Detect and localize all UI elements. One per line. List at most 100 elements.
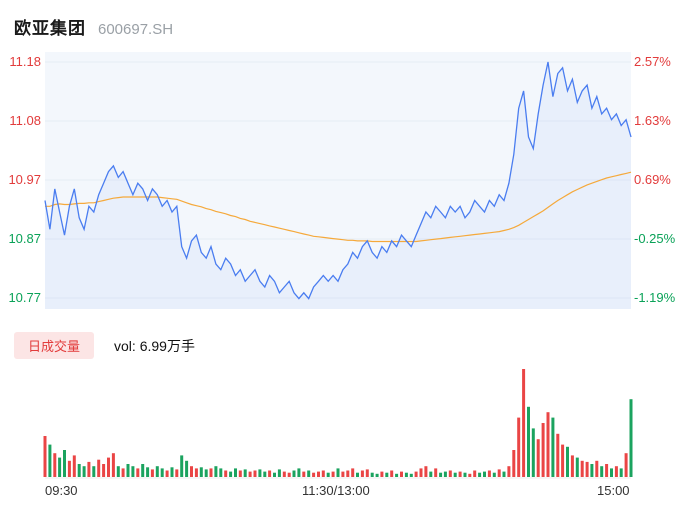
volume-bar xyxy=(551,417,555,477)
stock-name: 欧亚集团 xyxy=(14,19,86,38)
volume-bar xyxy=(209,468,213,477)
volume-bar xyxy=(375,473,379,477)
volume-bar xyxy=(253,470,257,477)
price-axis-label: 11.18 xyxy=(9,54,41,69)
volume-bar xyxy=(624,453,628,477)
volume-bar xyxy=(619,468,623,477)
volume-bar xyxy=(351,468,355,477)
volume-bar xyxy=(458,471,462,477)
avg-price-line xyxy=(45,171,632,243)
volume-bar xyxy=(531,428,535,477)
volume-bar xyxy=(175,469,179,477)
volume-bar xyxy=(67,460,71,477)
volume-bar xyxy=(341,471,345,477)
volume-bar xyxy=(527,406,530,477)
volume-bar xyxy=(180,455,184,477)
pct-axis-label: -1.19% xyxy=(634,290,676,305)
volume-bar xyxy=(610,468,613,477)
volume-bar xyxy=(448,470,452,477)
volume-bar xyxy=(336,468,340,477)
volume-bar xyxy=(326,472,330,477)
volume-bar xyxy=(512,450,516,477)
volume-bar xyxy=(385,472,389,477)
volume-bar xyxy=(238,470,242,477)
volume-bar xyxy=(170,467,174,477)
volume-bar xyxy=(302,471,306,477)
volume-bar xyxy=(53,453,57,477)
price-line xyxy=(44,61,632,300)
volume-bar xyxy=(600,466,604,477)
volume-bar xyxy=(282,471,286,477)
pct-axis-label: 2.57% xyxy=(634,54,671,69)
volume-bar xyxy=(380,471,384,477)
time-axis-label: 11:30/13:00 xyxy=(302,483,370,498)
volume-bar xyxy=(116,466,120,477)
header: 欧亚集团 600697.SH xyxy=(14,14,173,39)
volume-bar xyxy=(502,471,506,477)
stock-code: 600697.SH xyxy=(98,21,174,38)
volume-bar xyxy=(165,470,169,477)
volume-bar xyxy=(566,446,569,477)
volume-bar xyxy=(365,469,369,477)
volume-bar xyxy=(307,470,311,477)
time-axis-label: 15:00 xyxy=(597,483,630,498)
volume-bar xyxy=(87,461,91,477)
volume-bar xyxy=(561,444,565,477)
volume-bar xyxy=(463,472,467,477)
volume-bar xyxy=(77,464,81,477)
volume-bar xyxy=(243,469,247,477)
volume-bar xyxy=(204,469,208,477)
volume-bar xyxy=(356,472,359,477)
volume-bar xyxy=(229,471,233,477)
volume-bar xyxy=(434,468,438,477)
volume-bar xyxy=(312,472,316,477)
volume-bar xyxy=(160,468,164,477)
volume-bar xyxy=(400,471,403,477)
volume-bar xyxy=(82,466,86,477)
volume-bar xyxy=(395,473,399,477)
volume-bar xyxy=(234,468,237,477)
volume-bar xyxy=(292,470,296,477)
volume-bar xyxy=(468,473,472,477)
volume-bar xyxy=(517,417,521,477)
volume-bar xyxy=(580,460,584,477)
volume-bar xyxy=(214,466,218,477)
volume-bar xyxy=(404,472,408,477)
volume-bar xyxy=(360,470,364,477)
volume-bar xyxy=(136,468,140,477)
volume-bar xyxy=(541,423,545,477)
volume-bar xyxy=(492,472,496,477)
volume-bar xyxy=(121,468,125,477)
volume-bar xyxy=(277,469,281,477)
volume-bar xyxy=(409,473,413,477)
volume-bar xyxy=(258,469,262,477)
volume-bar xyxy=(522,369,526,477)
volume-bar xyxy=(126,464,130,477)
volume-bar xyxy=(507,466,511,477)
volume-bar xyxy=(497,469,501,477)
volume-bar xyxy=(48,444,52,477)
volume-bar xyxy=(150,469,154,477)
volume-bar xyxy=(317,471,320,477)
volume-bar xyxy=(546,412,550,477)
volume-bar xyxy=(390,470,394,477)
price-axis-label: 10.87 xyxy=(8,231,41,246)
volume-bar xyxy=(321,470,325,477)
volume-bar xyxy=(141,464,145,477)
volume-bar xyxy=(268,470,272,477)
volume-bar xyxy=(370,472,374,477)
volume-bar xyxy=(199,467,203,477)
volume-bar xyxy=(273,472,276,477)
volume-bar xyxy=(478,472,482,477)
volume-bar xyxy=(63,450,66,477)
volume-bar xyxy=(556,433,560,477)
price-area-fill xyxy=(45,62,631,309)
volume-bar xyxy=(605,464,609,477)
volume-bar xyxy=(107,457,110,477)
pct-axis-label: 0.69% xyxy=(634,172,671,187)
volume-bar xyxy=(43,436,47,477)
volume-tab-badge[interactable]: 日成交量 xyxy=(14,332,95,359)
volume-bar xyxy=(185,460,189,477)
